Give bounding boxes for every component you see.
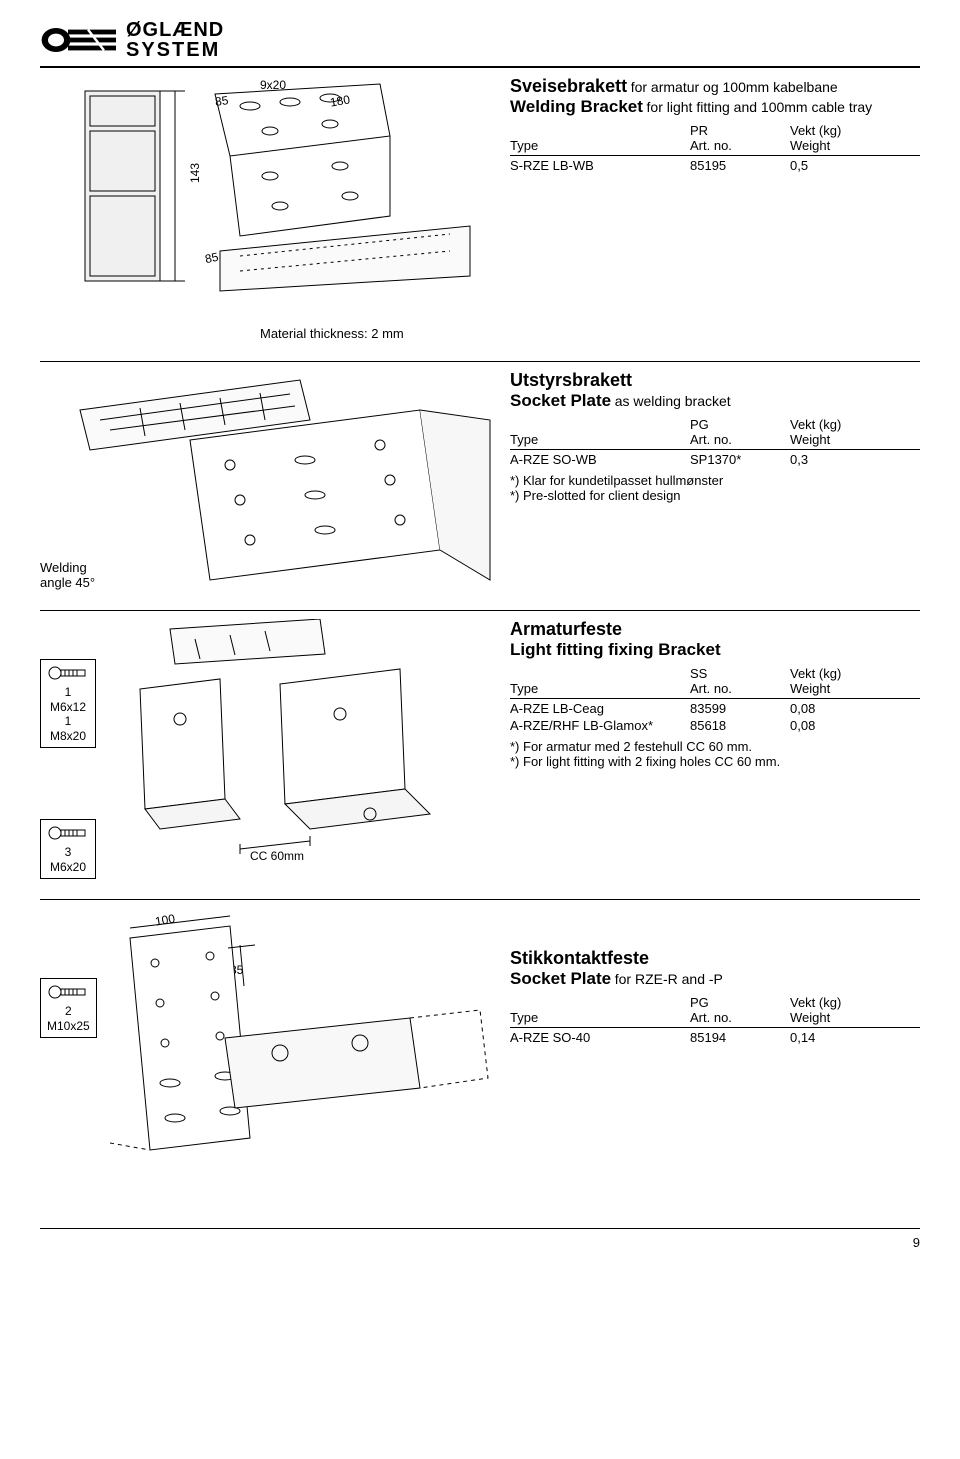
title-en-sub: as welding bracket	[615, 393, 731, 409]
col-art-top: PG	[690, 417, 709, 432]
section-rule	[40, 361, 920, 362]
col-art-top: SS	[690, 666, 707, 681]
dim-label: 9x20	[260, 78, 286, 92]
dim-label: 85	[214, 93, 229, 109]
title-no: Sveisebrakett	[510, 76, 627, 96]
col-art-bot: Art. no.	[690, 138, 732, 153]
cell-wt: 0,14	[790, 1030, 890, 1045]
bolt-size: M8x20	[50, 729, 86, 743]
header-rule	[40, 66, 920, 68]
col-wt-bot: Weight	[790, 138, 830, 153]
cell-wt: 0,5	[790, 158, 890, 173]
title-no-sub: for armatur og 100mm kabelbane	[631, 79, 838, 95]
welding-bracket-diagram	[40, 76, 500, 296]
col-wt-top: Vekt (kg)	[790, 123, 841, 138]
section-rule	[40, 610, 920, 611]
section-socket-plate-rze: 100 85 45 2 M10x25	[40, 908, 920, 1168]
section-light-fitting-bracket: 1 M6x12 1 M8x20 3 M6x20 CC 60mm	[40, 619, 920, 879]
title-en-sub: for light fitting and 100mm cable tray	[647, 99, 873, 115]
bolt-qty: 3	[65, 845, 72, 859]
col-art-bot: Art. no.	[690, 432, 732, 447]
col-wt-top: Vekt (kg)	[790, 417, 841, 432]
dim-label: 85	[204, 250, 220, 266]
bolt-size: M10x25	[47, 1019, 90, 1033]
col-wt-top: Vekt (kg)	[790, 666, 841, 681]
col-type: Type	[510, 138, 538, 153]
angle-note-l1: Welding	[40, 560, 95, 575]
footer-rule	[40, 1228, 920, 1229]
cell-art: 83599	[690, 701, 790, 716]
table-row: A-RZE SO-40 85194 0,14	[510, 1028, 920, 1045]
bolt-size: M6x12	[50, 700, 86, 714]
light-fitting-diagram	[110, 619, 570, 879]
note-en: *) For light fitting with 2 fixing holes…	[510, 754, 920, 769]
cell-art: SP1370*	[690, 452, 790, 467]
note-en: *) Pre-slotted for client design	[510, 488, 920, 503]
logo: ØGLÆND SYSTEM	[40, 20, 920, 60]
cell-type: S-RZE LB-WB	[510, 158, 690, 173]
bolt-icon	[47, 664, 89, 682]
cell-wt: 0,08	[790, 718, 890, 733]
title-no: Armaturfeste	[510, 619, 920, 640]
title-no: Stikkontaktfeste	[510, 948, 920, 969]
bolt-spec: 2 M10x25	[40, 978, 97, 1038]
title-en-sub: for RZE-R and -P	[615, 971, 723, 987]
section-welding-bracket: 9x20 85 180 143 85	[40, 76, 920, 341]
table-row: A-RZE SO-WB SP1370* 0,3	[510, 450, 920, 467]
socket-plate-diagram	[40, 370, 500, 590]
bolt-icon	[47, 824, 89, 842]
cell-type: A-RZE SO-WB	[510, 452, 690, 467]
page-number: 9	[913, 1235, 920, 1250]
table-row: A-RZE LB-Ceag 83599 0,08	[510, 699, 920, 716]
col-art-top: PG	[690, 995, 709, 1010]
note-no: *) Klar for kundetilpasset hullmønster	[510, 473, 920, 488]
col-wt-bot: Weight	[790, 432, 830, 447]
cell-wt: 0,08	[790, 701, 890, 716]
logo-mark-icon	[40, 20, 120, 60]
bolt-spec: 1 M6x12 1 M8x20	[40, 659, 96, 748]
bolt-icon	[47, 983, 89, 1001]
col-type: Type	[510, 432, 538, 447]
bolt-qty: 2	[65, 1004, 72, 1018]
logo-text-line1: ØGLÆND	[126, 20, 224, 40]
bolt-qty: 1	[65, 714, 72, 728]
material-note: Material thickness: 2 mm	[260, 326, 920, 341]
stikkontakt-diagram	[110, 908, 570, 1168]
col-wt-bot: Weight	[790, 681, 830, 696]
section-socket-plate-welding: Welding angle 45° Utstyrsbrakett Socket …	[40, 370, 920, 590]
col-art-top: PR	[690, 123, 708, 138]
title-en: Welding Bracket	[510, 97, 643, 116]
title-en: Light fitting fixing Bracket	[510, 640, 920, 660]
bolt-spec: 3 M6x20	[40, 819, 96, 879]
table-row: S-RZE LB-WB 85195 0,5	[510, 156, 920, 173]
bolt-qty: 1	[65, 685, 72, 699]
cell-art: 85194	[690, 1030, 790, 1045]
cell-art: 85618	[690, 718, 790, 733]
section-rule	[40, 899, 920, 900]
cell-wt: 0,3	[790, 452, 890, 467]
col-wt-top: Vekt (kg)	[790, 995, 841, 1010]
table-row: A-RZE/RHF LB-Glamox* 85618 0,08	[510, 716, 920, 733]
title-en: Socket Plate	[510, 391, 611, 410]
col-art-bot: Art. no.	[690, 1010, 732, 1025]
note-no: *) For armatur med 2 festehull CC 60 mm.	[510, 739, 920, 754]
col-wt-bot: Weight	[790, 1010, 830, 1025]
cell-art: 85195	[690, 158, 790, 173]
angle-note-l2: angle 45°	[40, 575, 95, 590]
bolt-size: M6x20	[50, 860, 86, 874]
col-art-bot: Art. no.	[690, 681, 732, 696]
dim-label: 143	[188, 163, 202, 183]
logo-text-line2: SYSTEM	[126, 40, 224, 60]
title-no: Utstyrsbrakett	[510, 370, 920, 391]
